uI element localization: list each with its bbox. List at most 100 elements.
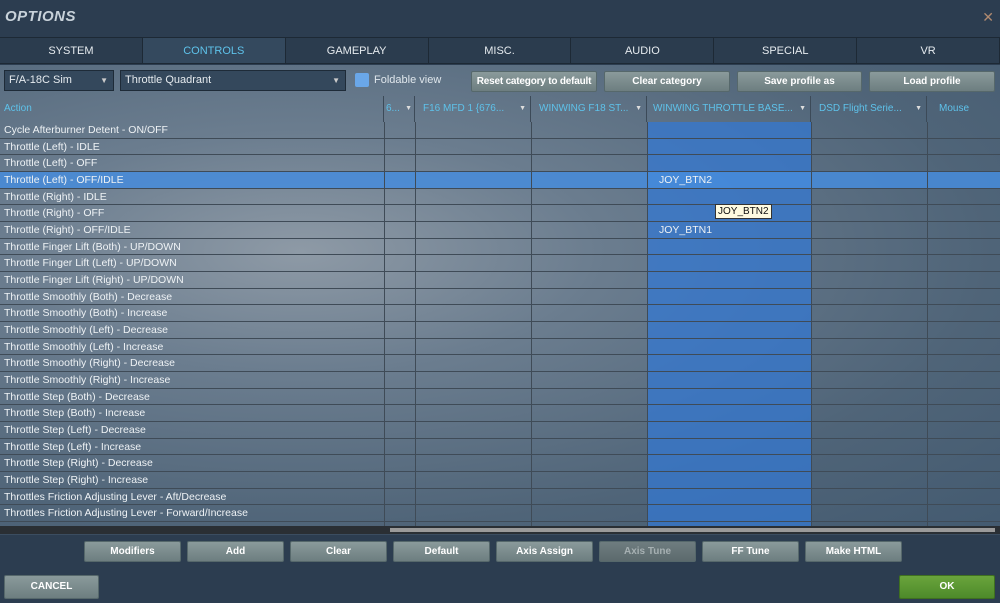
selected-column-highlight (647, 122, 811, 526)
axis-tune-button: Axis Tune (599, 541, 696, 562)
action-label: Throttle (Right) - IDLE (4, 190, 107, 203)
tooltip: JOY_BTN2 (715, 204, 772, 219)
tab-bar: SYSTEM CONTROLS GAMEPLAY MISC. AUDIO SPE… (0, 37, 1000, 64)
modifiers-button[interactable]: Modifiers (84, 541, 181, 562)
action-label: Throttles Friction Adjusting Lever - For… (4, 507, 248, 520)
column-header-label: F16 MFD 1 {676... (423, 103, 505, 114)
column-header-label: DSD Flight Serie... (819, 103, 902, 114)
column-divider (531, 122, 532, 526)
load-profile-button[interactable]: Load profile (869, 71, 995, 92)
table-row[interactable]: Throttle Step (Right) - Decrease (0, 455, 1000, 473)
table-row[interactable]: Cycle Afterburner Detent - ON/OFF (0, 122, 1000, 139)
table-row[interactable]: Throttle Step (Left) - Decrease (0, 422, 1000, 439)
scrollbar-thumb[interactable] (390, 528, 995, 532)
table-row[interactable]: Throttle Smoothly (Right) - Decrease (0, 355, 1000, 373)
table-row[interactable]: Throttle (Right) - OFF/IDLE (0, 222, 1000, 239)
aircraft-select[interactable]: F/A-18C Sim ▼ (4, 70, 114, 91)
make-html-button[interactable]: Make HTML (805, 541, 902, 562)
dropdown-icon: ▼ (405, 105, 412, 112)
table-row[interactable]: Throttle (Left) - IDLE (0, 139, 1000, 156)
category-select[interactable]: Throttle Quadrant ▼ (120, 70, 346, 91)
binding-cell[interactable]: JOY_BTN2 (659, 174, 713, 186)
table-row[interactable]: Throttle Step (Left) - Increase (0, 439, 1000, 456)
column-header-device-1[interactable]: 6... ▼ (384, 96, 415, 122)
dropdown-icon: ▼ (799, 105, 806, 112)
column-header-device-2[interactable]: F16 MFD 1 {676... ▼ (415, 96, 531, 122)
action-label: Throttle Step (Right) - Decrease (4, 457, 153, 470)
tab-controls[interactable]: CONTROLS (142, 38, 286, 63)
table-row[interactable]: Throttle (Right) - IDLE (0, 189, 1000, 206)
save-profile-button[interactable]: Save profile as (737, 71, 862, 92)
column-header-label: Mouse (939, 103, 970, 114)
clear-category-button[interactable]: Clear category (604, 71, 730, 92)
tab-misc[interactable]: MISC. (428, 38, 572, 63)
table-row[interactable]: Throttles Friction Adjusting Lever - Aft… (0, 489, 1000, 506)
table-row[interactable]: Throttle Smoothly (Left) - Decrease (0, 322, 1000, 339)
action-label: Throttle Smoothly (Right) - Increase (4, 374, 171, 387)
tab-audio[interactable]: AUDIO (571, 38, 715, 63)
window-title: OPTIONS (5, 8, 77, 25)
action-label: Throttle (Left) - OFF/IDLE (4, 174, 124, 186)
action-label: Throttle Smoothly (Right) - Decrease (4, 357, 175, 370)
default-button[interactable]: Default (393, 541, 490, 562)
column-header-action[interactable]: Action (0, 96, 384, 122)
ok-button[interactable]: OK (899, 575, 995, 599)
table-row[interactable]: Throttle Smoothly (Right) - Increase (0, 372, 1000, 389)
tab-vr[interactable]: VR (857, 38, 1000, 63)
column-divider (927, 122, 928, 526)
column-header-label: WINWING F18 ST... (539, 103, 629, 114)
binding-cell[interactable]: JOY_BTN1 (659, 224, 713, 236)
column-header-device-3[interactable]: WINWING F18 ST... ▼ (531, 96, 647, 122)
reset-category-button[interactable]: Reset category to default (471, 71, 597, 92)
action-label: Throttle Finger Lift (Left) - UP/DOWN (4, 257, 177, 270)
dropdown-icon: ▼ (519, 105, 526, 112)
table-row[interactable]: Throttle Step (Both) - Decrease (0, 389, 1000, 406)
close-icon[interactable]: ✕ (982, 9, 994, 25)
column-header-label: Action (4, 103, 32, 114)
clear-button[interactable]: Clear (290, 541, 387, 562)
table-row[interactable]: Throttle Smoothly (Both) - Decrease (0, 289, 1000, 306)
column-header-label: 6... (386, 103, 400, 114)
cancel-button[interactable]: CANCEL (4, 575, 99, 599)
column-header-device-4[interactable]: WINWING THROTTLE BASE... ▼ (647, 96, 811, 122)
table-row[interactable]: Throttles Friction Adjusting Lever - For… (0, 505, 1000, 523)
action-label: Throttle Step (Both) - Decrease (4, 390, 150, 403)
ff-tune-button[interactable]: FF Tune (702, 541, 799, 562)
foldable-view-checkbox[interactable] (355, 73, 369, 87)
table-row[interactable]: Throttle (Left) - OFF/IDLE (0, 172, 1000, 189)
dropdown-icon: ▼ (915, 105, 922, 112)
action-label: Throttle Step (Right) - Increase (4, 474, 149, 487)
table-row[interactable]: Throttle Finger Lift (Right) - UP/DOWN (0, 272, 1000, 289)
action-label: Throttle Finger Lift (Both) - UP/DOWN (4, 240, 181, 253)
tab-special[interactable]: SPECIAL (714, 38, 858, 63)
table-row[interactable]: Throttle Finger Lift (Left) - UP/DOWN (0, 255, 1000, 273)
add-button[interactable]: Add (187, 541, 284, 562)
action-label: Throttle (Left) - OFF (4, 157, 98, 170)
table-row[interactable]: Throttle Finger Lift (Both) - UP/DOWN (0, 239, 1000, 256)
table-row[interactable]: Throttle Smoothly (Both) - Increase (0, 305, 1000, 323)
action-label: Throttle Finger Lift (Right) - UP/DOWN (4, 274, 184, 287)
action-label: Throttles Friction Adjusting Lever - Aft… (4, 490, 227, 503)
action-label: Throttle Step (Both) - Increase (4, 407, 146, 420)
action-label: Throttle Step (Left) - Decrease (4, 424, 146, 437)
axis-assign-button[interactable]: Axis Assign (496, 541, 593, 562)
action-label: Cycle Afterburner Detent - ON/OFF (4, 124, 168, 136)
action-label: Throttle (Right) - OFF/IDLE (4, 224, 131, 237)
table-row[interactable]: Throttle (Left) - OFF (0, 155, 1000, 172)
chevron-down-icon: ▼ (332, 76, 340, 85)
column-header-device-5[interactable]: DSD Flight Serie... ▼ (811, 96, 927, 122)
table-row[interactable]: Throttle Step (Right) - Increase (0, 472, 1000, 489)
action-label: Throttle Smoothly (Both) - Decrease (4, 290, 173, 303)
table-row[interactable]: Throttle Step (Both) - Increase (0, 405, 1000, 423)
category-value: Throttle Quadrant (125, 74, 212, 86)
column-divider (384, 122, 385, 526)
tab-system[interactable]: SYSTEM (0, 38, 143, 63)
tab-gameplay[interactable]: GAMEPLAY (285, 38, 429, 63)
table-row[interactable]: Throttle (Right) - OFF (0, 205, 1000, 222)
chevron-down-icon: ▼ (100, 76, 108, 85)
table-row[interactable]: Throttle Smoothly (Left) - Increase (0, 339, 1000, 356)
dropdown-icon: ▼ (635, 105, 642, 112)
bindings-table: Action 6... ▼ F16 MFD 1 {676... ▼ WINWING … (0, 96, 1000, 526)
column-divider (647, 122, 648, 526)
column-header-mouse[interactable]: Mouse (927, 96, 1000, 122)
